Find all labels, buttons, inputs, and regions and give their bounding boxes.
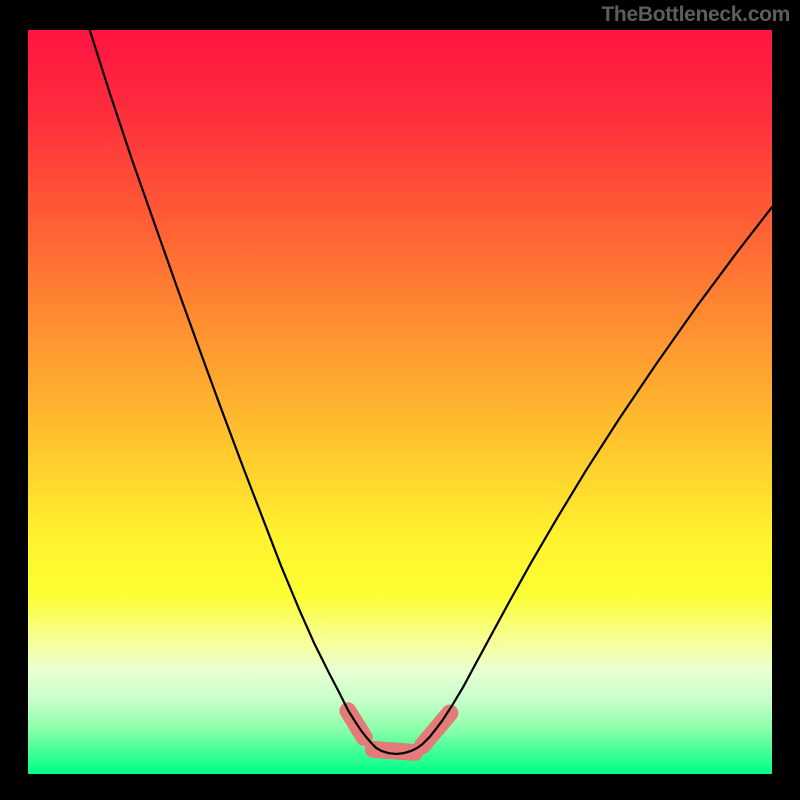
gradient-background [28, 30, 772, 774]
watermark-text: TheBottleneck.com [601, 3, 790, 27]
plot-area [28, 30, 772, 774]
plot-svg [28, 30, 772, 774]
header: TheBottleneck.com [0, 0, 800, 30]
chart-frame: TheBottleneck.com [0, 0, 800, 800]
